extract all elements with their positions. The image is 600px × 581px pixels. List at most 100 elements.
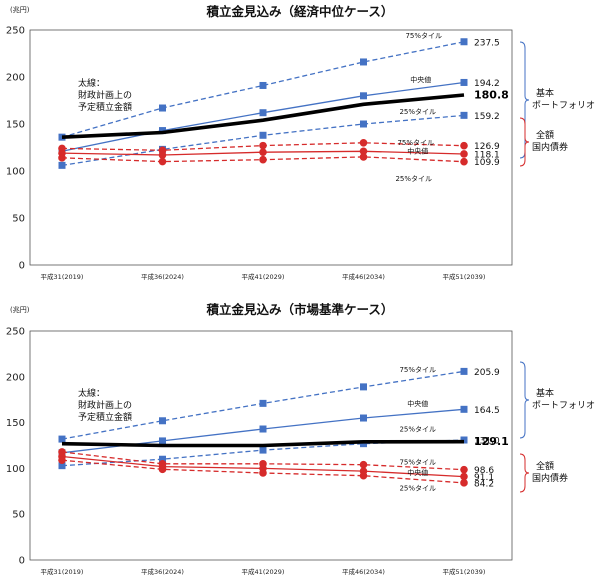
chart1-data-label: 118.1: [474, 150, 500, 160]
chart1-title: 積立金見込み（経済中位ケース）: [206, 4, 394, 19]
chart1-marker-square: [58, 161, 66, 169]
chart2-y-tick-label: 100: [6, 464, 25, 475]
chart2-y-tick-label: 0: [19, 556, 25, 567]
chart2-data-label: 131.0: [474, 437, 500, 447]
chart1-marker-circle: [460, 141, 468, 150]
chart1-marker-square: [460, 78, 468, 86]
chart1-x-tick-label: 平成51(2039): [443, 272, 486, 281]
chart2-data-label: 129.1: [474, 435, 509, 448]
chart2-marker-square: [159, 455, 166, 463]
chart2-unit-label: (兆円): [10, 305, 30, 314]
chart2-x-tick-label: 平成41(2029): [242, 567, 285, 576]
chart1-marker-circle: [359, 139, 368, 147]
chart2-y-tick-label: 150: [6, 418, 25, 429]
chart2-bond-label: 全額: [536, 460, 554, 472]
chart2-marker-square: [460, 367, 468, 375]
chart2-y-tick-label: 200: [6, 372, 25, 383]
chart1-y-tick-label: 250: [6, 26, 25, 37]
chart1-data-label: 109.9: [474, 158, 500, 168]
chart1-marker-circle: [58, 154, 66, 162]
chart2-marker-square: [58, 435, 66, 443]
chart2-marker-circle: [460, 472, 468, 481]
chart1-marker-square: [259, 131, 267, 139]
chart1-unit-label: (兆円): [10, 5, 30, 14]
chart2-marker-square: [360, 414, 367, 422]
chart2-note-line: 太線：: [78, 387, 105, 399]
chart1-marker-circle: [259, 155, 267, 164]
chart2-x-tick-label: 平成46(2034): [342, 567, 385, 576]
chart2-x-tick-label: 平成51(2039): [443, 567, 486, 576]
chart1-x-tick-label: 平成31(2019): [41, 272, 84, 281]
chart1-series-line-pf-0: [61, 41, 465, 138]
chart1-marker-circle: [359, 147, 368, 156]
chart2-marker-square: [460, 436, 468, 444]
chart1-series-annotation: 25%タイル: [399, 107, 436, 116]
chart1-x-tick-label: 平成36(2024): [141, 272, 184, 281]
chart2-marker-square: [360, 383, 367, 391]
chart2-x-tick-label: 平成36(2024): [141, 567, 184, 576]
chart2-portfolio-label: ポートフォリオ: [532, 400, 595, 411]
chart2-marker-circle: [359, 471, 368, 480]
chart2-marker-square: [360, 440, 367, 448]
chart2-y-tick-label: 250: [6, 327, 25, 338]
chart2-portfolio-brace: [519, 361, 530, 439]
chart2-bond-brace: [519, 453, 530, 493]
chart1-series-annotation: 中央値: [407, 146, 428, 155]
chart2-series-annotation: 75%タイル: [399, 365, 436, 374]
chart1-series-annotation: 25%タイル: [395, 174, 432, 183]
chart1-note-line: 予定積立金額: [78, 101, 132, 113]
chart2-series-annotation: 75%タイル: [399, 458, 436, 467]
chart2-bond-label: 国内債券: [532, 472, 568, 484]
chart2-marker-square: [460, 405, 468, 413]
chart2-marker-square: [159, 437, 166, 445]
chart1-marker-circle: [359, 153, 368, 161]
chart2-series-annotation: 中央値: [407, 468, 428, 477]
chart2-marker-circle: [259, 469, 267, 477]
chart1-marker-square: [360, 58, 367, 66]
chart1-y-tick-label: 100: [6, 167, 25, 178]
chart2-title: 積立金見込み（市場基準ケース）: [206, 302, 394, 317]
chart2-marker-square: [259, 446, 267, 454]
chart2-series-annotation: 25%タイル: [399, 484, 436, 493]
chart1-portfolio-brace: [519, 41, 530, 159]
chart1-x-tick-label: 平成41(2029): [242, 272, 285, 281]
chart2-marker-square: [259, 425, 267, 433]
chart2-data-label: 205.9: [474, 368, 500, 378]
chart1-x-tick-label: 平成46(2034): [342, 272, 385, 281]
chart1-data-label: 194.2: [474, 79, 500, 89]
chart1-marker-circle: [259, 141, 267, 150]
chart2-data-label: 164.5: [474, 406, 500, 416]
chart2-note-line: 予定積立金額: [78, 411, 132, 423]
chart2-marker-square: [259, 399, 267, 407]
chart1-note-line: 財政計画上の: [78, 89, 132, 101]
chart1-portfolio-label: ポートフォリオ: [532, 100, 595, 111]
chart2-marker-circle: [158, 465, 167, 474]
chart1-data-label: 126.9: [474, 142, 500, 152]
chart1-marker-square: [360, 92, 367, 100]
chart1-y-tick-label: 0: [19, 261, 25, 272]
chart1-data-label: 237.5: [474, 38, 500, 48]
chart1-y-tick-label: 200: [6, 73, 25, 84]
chart1-marker-circle: [158, 157, 167, 166]
chart1-marker-circle: [460, 157, 468, 166]
chart1-data-label: 159.2: [474, 112, 500, 122]
chart1-bond-label: 全額: [536, 129, 554, 141]
chart1-note-line: 太線：: [78, 77, 105, 89]
chart1-marker-square: [360, 120, 367, 128]
chart2-marker-circle: [460, 465, 468, 474]
chart2-marker-circle: [359, 460, 368, 469]
chart1-series-line-plan-6: [61, 93, 465, 139]
chart2-marker-circle: [460, 479, 468, 487]
chart2-plot-frame: [29, 330, 513, 561]
chart1-marker-square: [259, 81, 267, 89]
chart2-data-label: 91.1: [474, 473, 494, 483]
chart1-marker-square: [159, 104, 166, 112]
chart1-bond-brace: [519, 117, 530, 167]
chart2-data-label: 84.2: [474, 479, 494, 489]
chart1-marker-square: [159, 127, 166, 135]
chart2-marker-square: [159, 417, 166, 425]
chart1-series-annotation: 中央値: [410, 75, 431, 84]
chart2-x-tick-label: 平成31(2019): [41, 567, 84, 576]
